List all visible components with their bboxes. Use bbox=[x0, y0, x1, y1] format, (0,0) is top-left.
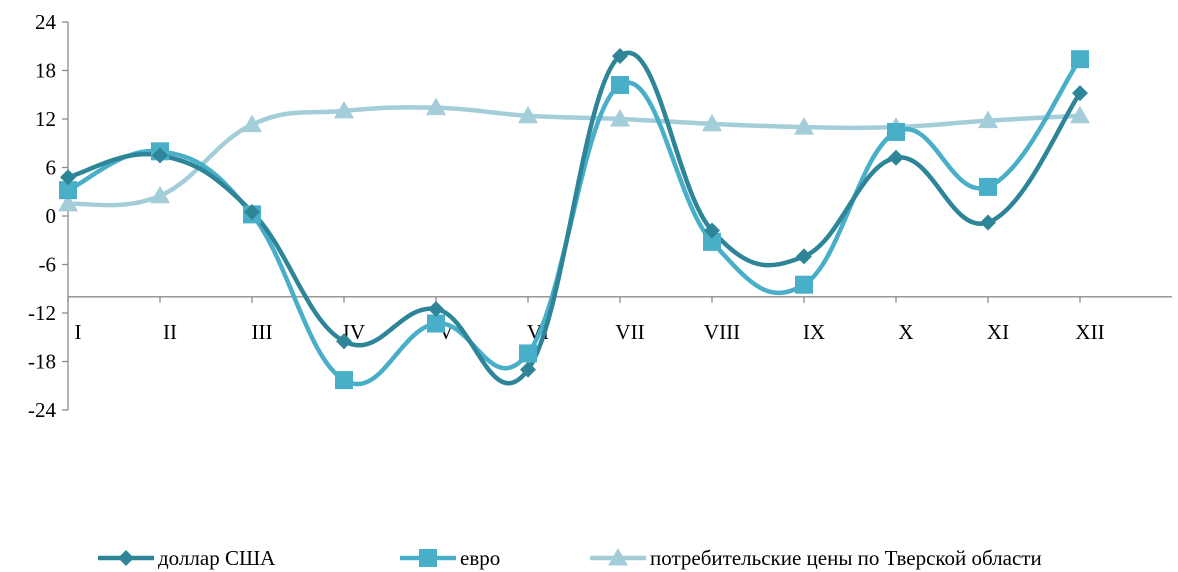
legend: доллар США евро потребительские цены по Тв… bbox=[98, 546, 1042, 570]
x-tick-label: IX bbox=[803, 320, 825, 344]
x-tick-label: XI bbox=[987, 320, 1009, 344]
data-point-marker bbox=[426, 97, 446, 116]
y-tick-label: 24 bbox=[35, 10, 57, 34]
legend-label: потребительские цены по Тверской области bbox=[650, 546, 1042, 570]
data-point-marker bbox=[612, 47, 628, 64]
data-point-marker bbox=[611, 76, 629, 95]
data-point-marker bbox=[520, 361, 536, 378]
data-point-marker bbox=[334, 100, 354, 119]
y-axis: 24 18 12 6 0 -6 -12 -18 -24 bbox=[28, 10, 69, 422]
x-tick-label: II bbox=[163, 320, 177, 344]
y-tick-label: -6 bbox=[39, 253, 57, 277]
data-point-marker bbox=[59, 181, 77, 200]
data-point-marker bbox=[1072, 85, 1088, 102]
data-point-marker bbox=[702, 113, 722, 132]
series-lines bbox=[65, 50, 1083, 387]
legend-marker bbox=[419, 549, 437, 567]
data-point-marker bbox=[336, 333, 352, 350]
data-point-marker bbox=[794, 117, 814, 135]
y-tick-label: -24 bbox=[28, 398, 56, 422]
data-point-marker bbox=[519, 344, 537, 363]
data-point-marker bbox=[150, 185, 170, 204]
data-point-marker bbox=[703, 232, 721, 251]
legend-item: евро bbox=[400, 546, 500, 570]
data-point-marker bbox=[60, 169, 76, 186]
x-tick-label: XII bbox=[1075, 320, 1104, 344]
series-line-3 bbox=[65, 105, 1083, 208]
data-point-marker bbox=[980, 214, 996, 231]
x-axis: I II III IV V VI VII VIII IX X XI XII bbox=[67, 296, 1172, 344]
legend-item: потребительские цены по Тверской области bbox=[590, 546, 1042, 570]
x-tick-label: III bbox=[252, 320, 273, 344]
data-point-marker bbox=[704, 222, 720, 239]
x-tick-label: I bbox=[75, 320, 82, 344]
data-point-marker bbox=[428, 300, 444, 317]
legend-marker bbox=[118, 550, 134, 566]
data-point-marker bbox=[610, 109, 630, 127]
y-tick-label: 18 bbox=[35, 59, 56, 83]
x-tick-label: VIII bbox=[704, 320, 740, 344]
legend-label: евро bbox=[460, 546, 500, 570]
x-tick-label: VII bbox=[615, 320, 644, 344]
y-tick-label: -12 bbox=[28, 301, 56, 325]
data-point-marker bbox=[335, 371, 353, 390]
y-tick-label: 12 bbox=[35, 107, 56, 131]
data-point-marker bbox=[888, 149, 904, 166]
data-point-marker bbox=[518, 105, 538, 124]
data-point-marker bbox=[978, 110, 998, 129]
legend-label: доллар США bbox=[158, 546, 276, 570]
data-point-marker bbox=[887, 122, 905, 141]
data-point-marker bbox=[58, 193, 78, 212]
data-point-marker bbox=[242, 114, 262, 133]
legend-item: доллар США bbox=[98, 546, 276, 570]
data-point-marker bbox=[244, 203, 260, 220]
data-point-marker bbox=[979, 177, 997, 196]
y-tick-label: 6 bbox=[46, 156, 57, 180]
data-point-marker bbox=[1070, 105, 1090, 124]
data-point-marker bbox=[152, 147, 168, 164]
data-point-marker bbox=[427, 314, 445, 333]
y-tick-label: 0 bbox=[46, 204, 57, 228]
series-markers bbox=[58, 47, 1090, 390]
y-tick-label: -18 bbox=[28, 350, 56, 374]
x-tick-label: X bbox=[898, 320, 913, 344]
data-point-marker bbox=[1071, 50, 1089, 69]
legend-marker bbox=[608, 548, 628, 566]
data-point-marker bbox=[796, 248, 812, 265]
series-line-2 bbox=[65, 56, 1083, 387]
data-point-marker bbox=[795, 275, 813, 294]
